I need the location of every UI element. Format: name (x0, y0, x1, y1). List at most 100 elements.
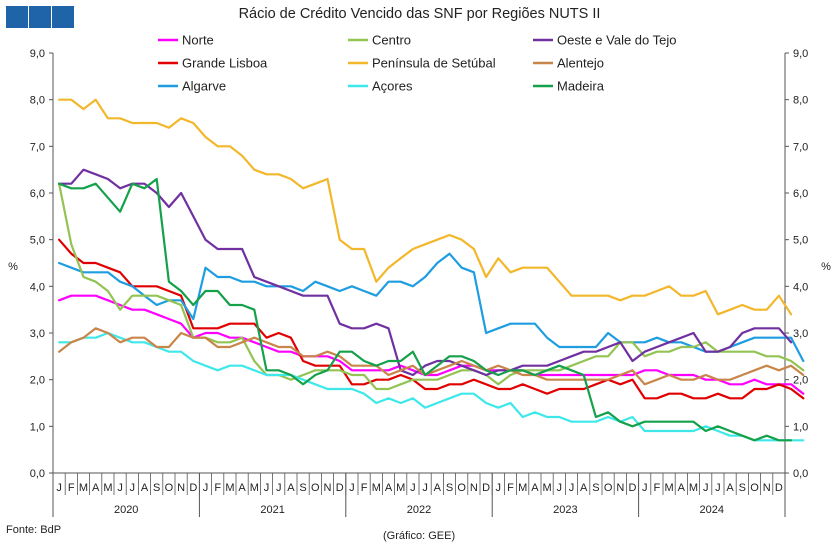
y-tick-label-right: 9,0 (793, 48, 808, 60)
x-month-label: A (385, 482, 393, 494)
x-month-label: J (410, 482, 416, 494)
y-axis-label-left: % (8, 261, 18, 273)
legend-label: Açores (372, 79, 413, 94)
x-month-label: M (518, 482, 527, 494)
legend-label: Centro (372, 33, 411, 48)
series-line-grande-lisboa (57, 238, 805, 400)
x-month-label: J (496, 482, 502, 494)
y-tick-label-right: 0,0 (793, 468, 808, 480)
x-month-label: M (689, 482, 698, 494)
legend-item: Açores (348, 79, 413, 94)
y-tick-label-left: 3,0 (30, 328, 45, 340)
series-line-norte (57, 294, 805, 395)
chart-credit: (Gráfico: GEE) (383, 530, 456, 542)
x-month-label: J (422, 482, 428, 494)
x-month-label: J (130, 482, 136, 494)
x-month-label: J (569, 482, 575, 494)
y-tick-label-right: 4,0 (793, 281, 808, 293)
x-month-label: F (507, 482, 514, 494)
x-year-label: 2020 (114, 504, 138, 516)
series-line-algarve (57, 252, 805, 363)
x-month-label: S (739, 482, 746, 494)
series-line-alentejo (57, 327, 805, 386)
x-month-label: J (715, 482, 721, 494)
x-month-label: J (56, 482, 62, 494)
y-tick-label-right: 1,0 (793, 421, 808, 433)
x-month-label: S (592, 482, 599, 494)
x-month-label: D (482, 482, 490, 494)
x-month-label: S (153, 482, 160, 494)
x-month-label: A (287, 482, 295, 494)
chart-title: Rácio de Crédito Vencido das SNF por Reg… (238, 6, 601, 22)
logo-block-icon (29, 6, 51, 28)
x-month-label: M (372, 482, 381, 494)
legend-label: Grande Lisboa (182, 56, 268, 71)
x-month-label: N (763, 482, 771, 494)
legend-item: Grande Lisboa (158, 56, 268, 71)
legend-item: Centro (348, 33, 411, 48)
logo-block-icon (6, 6, 28, 28)
y-tick-label-right: 2,0 (793, 375, 808, 387)
y-tick-label-left: 8,0 (30, 95, 45, 107)
x-month-label: A (238, 482, 246, 494)
x-month-label: D (336, 482, 344, 494)
x-month-label: F (654, 482, 661, 494)
legend-label: Algarve (182, 79, 226, 94)
x-month-label: M (225, 482, 234, 494)
x-year-label: 2024 (700, 504, 724, 516)
x-month-label: D (189, 482, 197, 494)
x-month-label: M (250, 482, 259, 494)
series-line-acores (57, 331, 805, 442)
x-month-label: A (434, 482, 442, 494)
x-month-label: J (349, 482, 355, 494)
x-year-label: 2022 (407, 504, 431, 516)
x-month-label: J (642, 482, 648, 494)
series-line-oeste-e-vale-do-tejo (57, 168, 793, 377)
legend-label: Alentejo (557, 56, 604, 71)
x-month-label: N (177, 482, 185, 494)
x-month-label: F (214, 482, 221, 494)
x-month-label: O (750, 482, 759, 494)
x-month-label: M (665, 482, 674, 494)
x-month-label: J (703, 482, 709, 494)
source-note: Fonte: BdP (6, 524, 62, 536)
x-month-label: J (557, 482, 563, 494)
legend-item: Madeira (533, 79, 605, 94)
y-tick-label-right: 5,0 (793, 235, 808, 247)
x-month-label: N (324, 482, 332, 494)
x-month-label: J (264, 482, 270, 494)
x-month-label: O (457, 482, 466, 494)
legend-label: Madeira (557, 79, 605, 94)
x-year-label: 2021 (260, 504, 284, 516)
x-month-label: M (396, 482, 405, 494)
legend-item: Algarve (158, 79, 226, 94)
x-month-label: M (543, 482, 552, 494)
x-month-label: A (580, 482, 588, 494)
x-month-label: O (165, 482, 174, 494)
x-month-label: O (311, 482, 320, 494)
x-year-label: 2023 (553, 504, 577, 516)
x-month-label: J (117, 482, 123, 494)
x-month-label: A (678, 482, 686, 494)
x-month-label: J (203, 482, 209, 494)
y-tick-label-left: 2,0 (30, 375, 45, 387)
x-month-label: D (629, 482, 637, 494)
x-month-label: N (470, 482, 478, 494)
legend-item: Oeste e Vale do Tejo (533, 33, 677, 48)
y-tick-label-left: 9,0 (30, 48, 45, 60)
x-month-label: A (92, 482, 100, 494)
x-month-label: M (103, 482, 112, 494)
y-tick-label-left: 4,0 (30, 281, 45, 293)
y-tick-label-right: 8,0 (793, 95, 808, 107)
y-tick-label-right: 6,0 (793, 188, 808, 200)
legend-label: Oeste e Vale do Tejo (557, 33, 677, 48)
y-tick-label-left: 6,0 (30, 188, 45, 200)
legend-label: Península de Setúbal (372, 56, 496, 71)
x-month-label: A (141, 482, 149, 494)
y-tick-label-left: 1,0 (30, 421, 45, 433)
logo-block-icon (52, 6, 74, 28)
x-month-label: F (68, 482, 75, 494)
legend-item: Norte (158, 33, 214, 48)
y-axis-label-right: % (821, 261, 831, 273)
